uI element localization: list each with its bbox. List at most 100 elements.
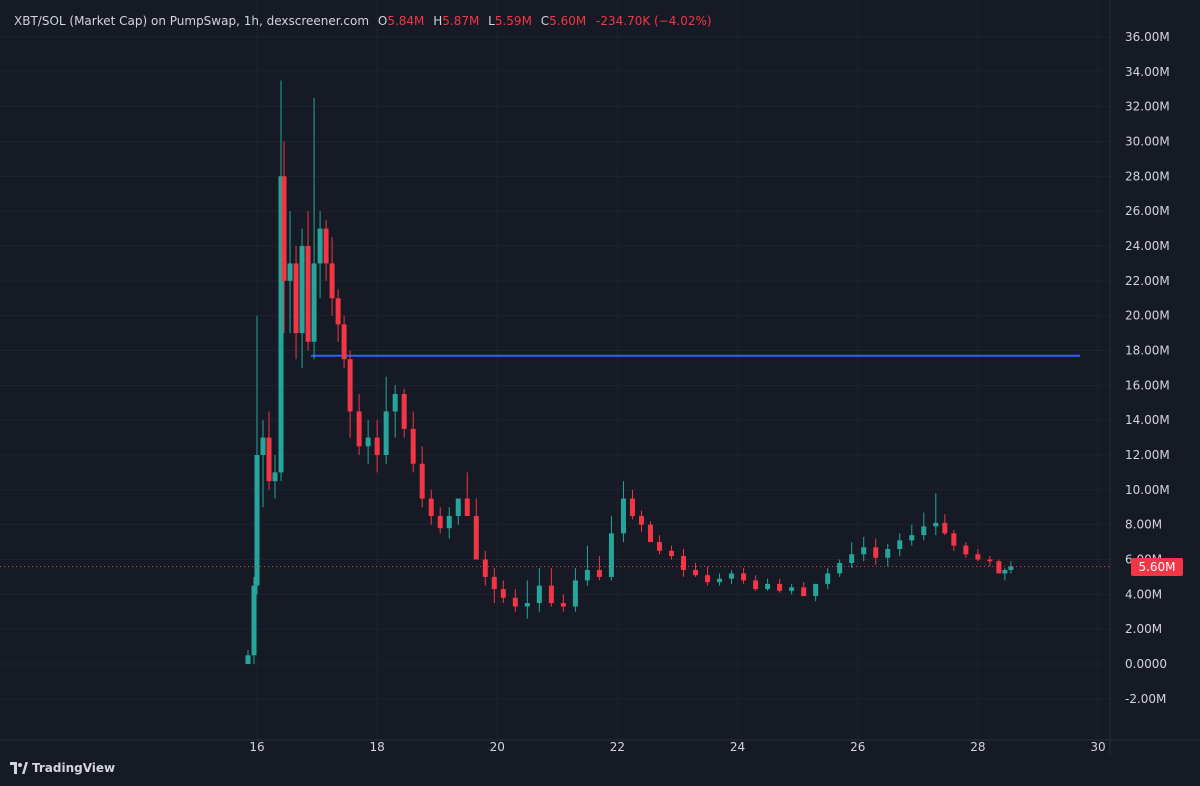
candle-body — [921, 526, 927, 536]
candle-body — [1008, 566, 1014, 570]
candle — [287, 211, 293, 334]
candle — [374, 420, 380, 473]
candle — [293, 246, 299, 360]
candle — [548, 568, 554, 607]
candle-body — [254, 455, 260, 586]
x-tick-label: 22 — [610, 740, 625, 754]
candle — [266, 411, 272, 490]
candle-body — [437, 515, 443, 529]
candle-body — [741, 573, 747, 581]
candle-body — [729, 573, 735, 579]
candle — [524, 580, 530, 619]
candle — [335, 289, 341, 342]
candle — [392, 385, 398, 438]
candle — [347, 350, 353, 438]
candle-body — [951, 533, 957, 546]
candle — [383, 376, 389, 464]
candle — [647, 521, 653, 543]
candle-body — [909, 535, 915, 541]
legend-open-value: 5.84M — [387, 14, 425, 28]
candle — [410, 411, 416, 473]
candle-body — [251, 585, 257, 656]
y-tick-label: 32.00M — [1125, 100, 1170, 114]
candle — [272, 455, 278, 499]
footer: TradingView — [0, 755, 1200, 782]
candle-body — [942, 522, 948, 534]
candle-body — [347, 359, 353, 412]
candle — [656, 535, 662, 555]
candle — [975, 549, 981, 562]
candle-body — [789, 587, 795, 591]
candle — [897, 533, 903, 557]
candle — [254, 315, 260, 595]
candle — [419, 446, 425, 508]
candle-body — [356, 411, 362, 447]
candle — [428, 489, 434, 525]
x-tick-label: 24 — [730, 740, 745, 754]
candle — [789, 583, 795, 595]
candle — [608, 515, 614, 581]
candle-body — [813, 583, 819, 597]
candle — [596, 556, 602, 581]
y-tick-label: -2.00M — [1125, 692, 1166, 706]
candle — [765, 578, 771, 591]
candle — [446, 507, 452, 539]
candle-body — [975, 554, 981, 560]
candle — [620, 481, 626, 543]
candle-body — [293, 263, 299, 334]
candle-body — [608, 533, 614, 577]
candle — [512, 589, 518, 612]
candle — [1008, 561, 1014, 574]
y-tick-label: 30.00M — [1125, 135, 1170, 149]
candle — [987, 556, 993, 567]
candle — [801, 582, 807, 597]
candle-body — [825, 573, 831, 584]
candle-body — [647, 524, 653, 543]
candles — [245, 80, 1014, 664]
candle — [849, 542, 855, 569]
candle-body — [299, 246, 305, 334]
candle — [753, 575, 759, 591]
x-tick-label: 20 — [490, 740, 505, 754]
candle-body — [705, 575, 711, 583]
candle-body — [473, 515, 479, 560]
candle — [909, 524, 915, 546]
candle — [996, 559, 1002, 574]
candle — [491, 568, 497, 604]
tradingview-icon — [10, 762, 28, 774]
tradingview-logo[interactable]: TradingView — [10, 761, 115, 775]
candle-body — [1002, 569, 1008, 574]
candle — [473, 498, 479, 560]
candle-body — [281, 176, 287, 281]
legend-high-label: H — [433, 14, 443, 28]
candle-body — [323, 228, 329, 264]
candle-body — [572, 580, 578, 607]
y-tick-label: 8.00M — [1125, 518, 1162, 532]
candle — [942, 514, 948, 536]
legend-open-label: O — [377, 14, 388, 28]
candle — [311, 97, 317, 360]
candle-body — [638, 515, 644, 525]
candle-body — [861, 547, 867, 555]
candle — [885, 543, 891, 567]
candle-body — [512, 597, 518, 607]
candle-body — [365, 437, 371, 447]
candle-body — [410, 428, 416, 464]
candle-body — [548, 585, 554, 604]
candle-body — [596, 569, 602, 577]
candle-body — [482, 559, 488, 577]
tradingview-brand: TradingView — [32, 761, 116, 775]
candle-body — [335, 298, 341, 325]
candle — [825, 568, 831, 590]
candle-body — [963, 545, 969, 555]
y-tick-label: 14.00M — [1125, 413, 1170, 427]
candle — [356, 394, 362, 455]
legend-close-label: C — [540, 14, 550, 28]
candle-body — [656, 542, 662, 551]
candle-body — [584, 569, 590, 581]
candle — [837, 559, 843, 577]
candle-body — [491, 576, 497, 590]
candle-body — [885, 549, 891, 558]
